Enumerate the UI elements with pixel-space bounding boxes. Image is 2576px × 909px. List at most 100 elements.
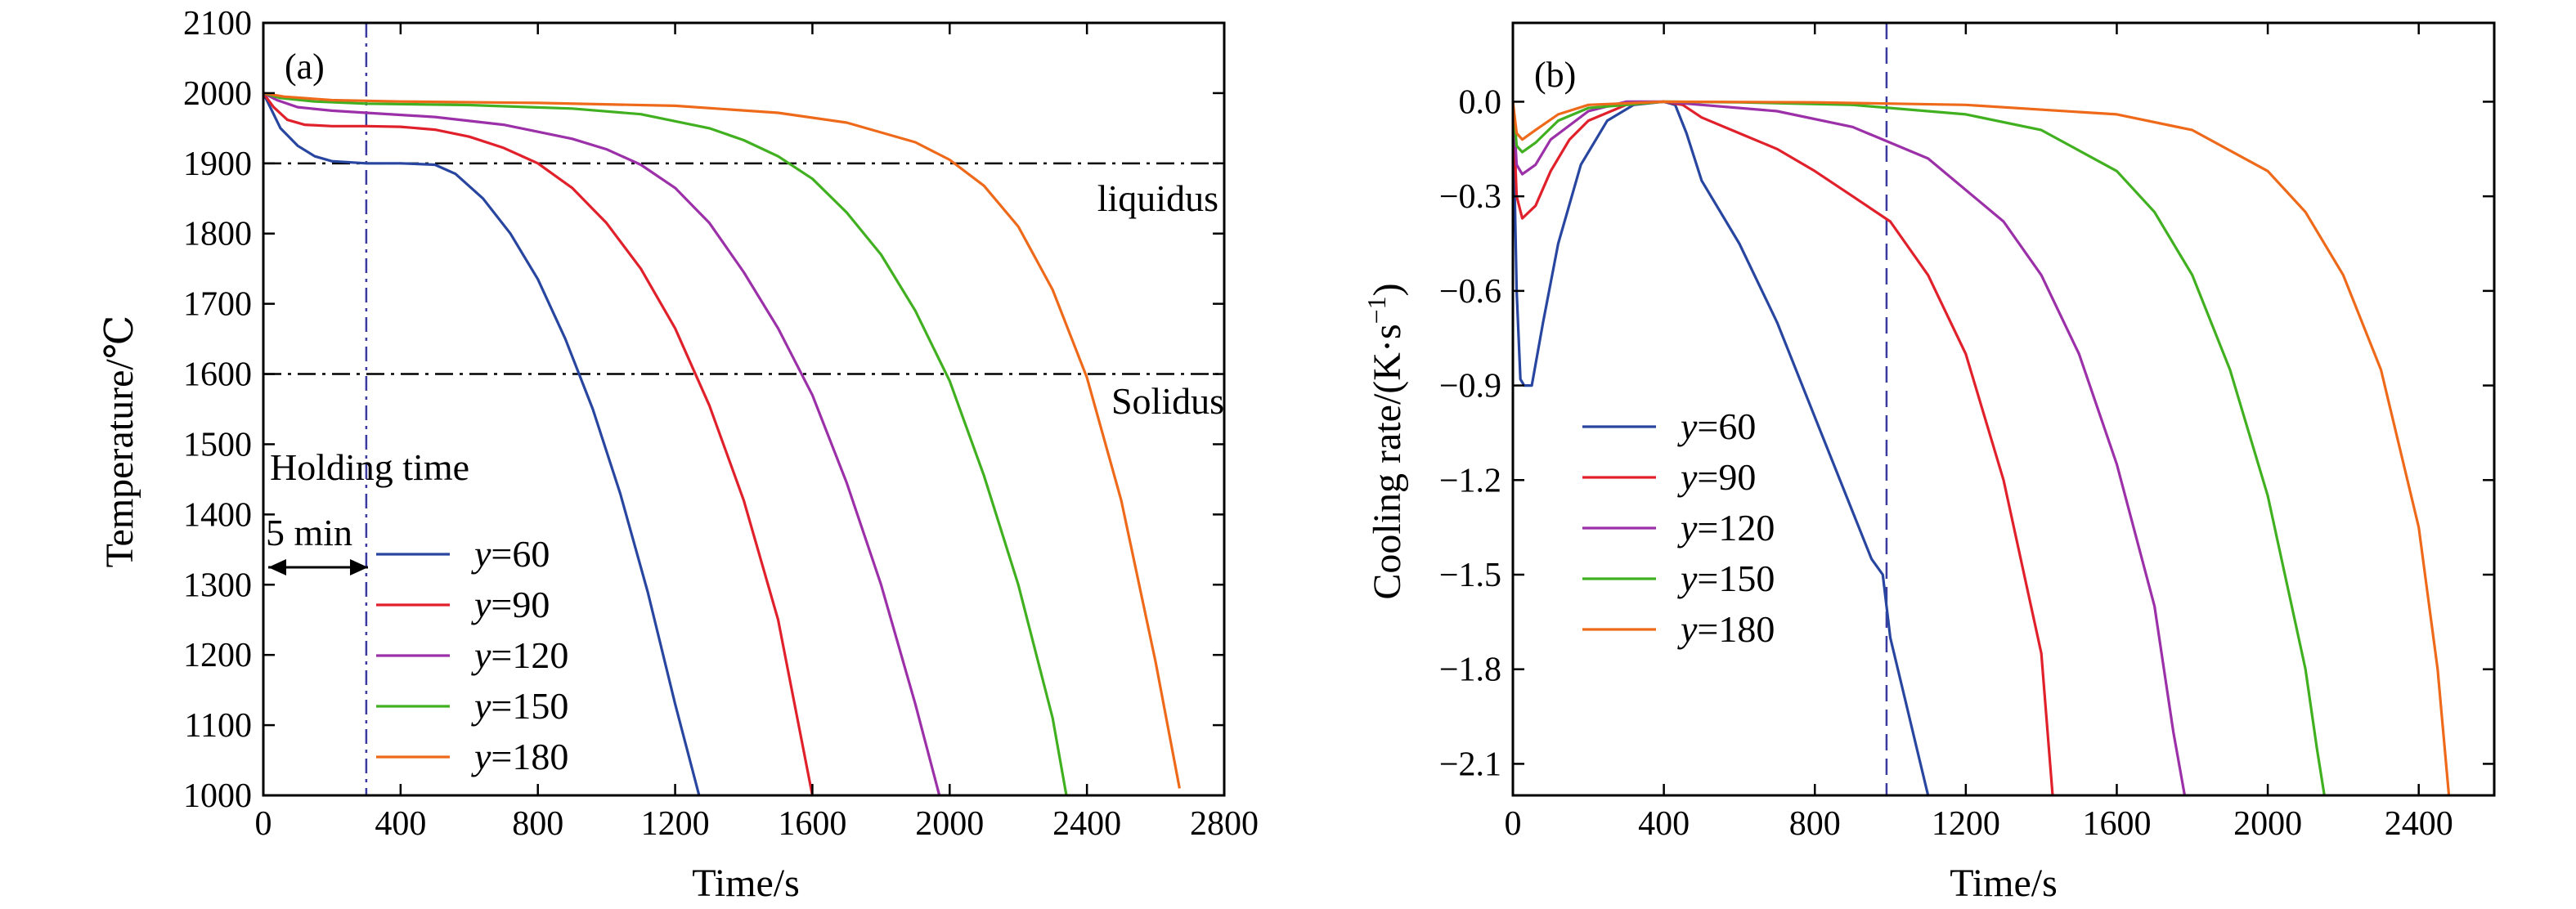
legend-label: y=60 bbox=[1677, 405, 1756, 447]
duration-label: 5 min bbox=[266, 512, 352, 553]
x-tick-label: 1600 bbox=[778, 805, 846, 843]
legend-label-var: y bbox=[1677, 557, 1698, 599]
reference-lines-a bbox=[263, 23, 1224, 795]
series-line-y-90 bbox=[263, 92, 814, 795]
holding-arrow bbox=[268, 559, 368, 575]
legend-label-var: y bbox=[1677, 507, 1698, 549]
legend-label: y=150 bbox=[471, 685, 568, 727]
series-line-y-150 bbox=[1513, 100, 2326, 795]
series-line-y-60 bbox=[263, 92, 701, 795]
legend-label: y=150 bbox=[1677, 557, 1775, 599]
x-axis-label-b: Time/s bbox=[1950, 862, 2058, 905]
x-tick-label: 2400 bbox=[1052, 805, 1121, 843]
legend-label: y=120 bbox=[1677, 507, 1775, 549]
series-group-a bbox=[263, 92, 1181, 795]
legend-label-var: y bbox=[1677, 608, 1698, 650]
y-tick-label: 1000 bbox=[183, 777, 252, 815]
x-tick-label: 1200 bbox=[641, 805, 710, 843]
legend-label-value: =180 bbox=[491, 736, 568, 777]
legend-label-value: =180 bbox=[1697, 608, 1775, 650]
x-tick-label: 400 bbox=[375, 805, 426, 843]
y-axis-label-b: Cooling rate/(K·s−1) bbox=[1362, 283, 1409, 599]
legend-label: y=90 bbox=[471, 584, 550, 625]
x-tick-label: 800 bbox=[512, 805, 563, 843]
solidus-label: Solidus bbox=[1111, 380, 1224, 422]
x-tick-label: 2400 bbox=[2385, 805, 2453, 843]
x-tick-label: 1600 bbox=[2082, 805, 2151, 843]
legend-label-value: =90 bbox=[491, 584, 550, 625]
x-tick-label: 400 bbox=[1638, 805, 1690, 843]
y-tick-label: 1200 bbox=[183, 637, 252, 674]
legend-label-value: =120 bbox=[1697, 507, 1775, 549]
series-line-y-120 bbox=[263, 92, 941, 795]
series-line-y-180 bbox=[263, 92, 1181, 789]
series-line-y-60 bbox=[1513, 100, 1930, 795]
legend-label-value: =150 bbox=[1697, 557, 1775, 599]
y-tick-label: 2100 bbox=[183, 5, 252, 43]
legend-label-value: =120 bbox=[491, 634, 568, 676]
y-axis-label-b-end: ) bbox=[1366, 283, 1409, 296]
legend-label-value: =150 bbox=[491, 685, 568, 727]
panel-a: 0 400 800 1200 1600 2000 2400 2800 1000 1100 1200 1… bbox=[98, 5, 1259, 905]
legend-label: y=180 bbox=[471, 736, 568, 777]
y-tick-label: 1100 bbox=[185, 707, 252, 745]
y-axis-label-b-sup: −1 bbox=[1362, 296, 1391, 324]
legend-label-var: y bbox=[471, 685, 491, 727]
x-tick-label: 2800 bbox=[1190, 805, 1259, 843]
y-tick-label: 2000 bbox=[183, 75, 252, 113]
y-axis-label-b-main: Cooling rate/(K·s bbox=[1366, 324, 1409, 599]
x-tick-label: 2000 bbox=[915, 805, 984, 843]
legend-label: y=60 bbox=[471, 533, 550, 575]
y-tick-label: −2.1 bbox=[1439, 746, 1501, 783]
legend-label: y=90 bbox=[1677, 456, 1756, 498]
x-tick-label: 1200 bbox=[1932, 805, 2000, 843]
y-tick-label: −1.2 bbox=[1439, 462, 1501, 499]
y-tick-label: 1500 bbox=[183, 426, 252, 463]
y-tick-label: −1.8 bbox=[1439, 652, 1501, 689]
series-line-y-180 bbox=[1513, 100, 2451, 795]
series-line-y-150 bbox=[263, 92, 1068, 795]
x-tick-label: 0 bbox=[1505, 805, 1522, 843]
y-tick-label: −0.6 bbox=[1439, 273, 1501, 311]
x-tick-label: 800 bbox=[1789, 805, 1841, 843]
series-line-y-120 bbox=[1513, 100, 2187, 795]
y-tick-label: 1900 bbox=[183, 146, 252, 183]
legend-label-var: y bbox=[1677, 456, 1698, 498]
legend-label-var: y bbox=[471, 634, 491, 676]
plot-frame-b bbox=[1511, 21, 2496, 797]
y-tick-label: 1800 bbox=[183, 216, 252, 253]
series-line-y-90 bbox=[1513, 100, 2054, 795]
legend-label-value: =60 bbox=[1697, 405, 1756, 447]
panel-b: 0 400 800 1200 1600 2000 2400 0.0 −0.3 −0.6 −0.9 −1… bbox=[1362, 21, 2496, 905]
series-group-b bbox=[1513, 100, 2451, 795]
holding-time-label: Holding time bbox=[270, 446, 469, 488]
ticks-b: 0 400 800 1200 1600 2000 2400 0.0 −0.3 −0.6 −0.9 −1… bbox=[1439, 23, 2494, 843]
y-tick-label: −0.9 bbox=[1439, 368, 1501, 405]
plot-frame-a bbox=[262, 21, 1226, 797]
y-tick-label: −0.3 bbox=[1439, 178, 1501, 216]
y-axis-label-a: Temperature/℃ bbox=[98, 316, 141, 568]
ticks-a: 0 400 800 1200 1600 2000 2400 2800 1000 1100 1200 1… bbox=[183, 5, 1259, 843]
y-tick-label: −1.5 bbox=[1439, 557, 1501, 594]
legend-label-value: =60 bbox=[491, 533, 550, 575]
y-tick-label: 0.0 bbox=[1459, 83, 1502, 121]
legend-label-var: y bbox=[471, 736, 491, 777]
y-tick-label: 1300 bbox=[183, 566, 252, 604]
liquidus-label: liquidus bbox=[1097, 177, 1218, 219]
panel-label-b: (b) bbox=[1534, 55, 1576, 95]
legend-label-var: y bbox=[1677, 405, 1698, 447]
legend-label-var: y bbox=[471, 584, 491, 625]
legend-label: y=120 bbox=[471, 634, 568, 676]
panel-label-a: (a) bbox=[285, 47, 325, 87]
y-tick-label: 1700 bbox=[183, 286, 252, 324]
x-tick-label: 0 bbox=[255, 805, 272, 843]
x-tick-label: 2000 bbox=[2233, 805, 2302, 843]
legend-label-value: =90 bbox=[1697, 456, 1756, 498]
y-tick-label: 1600 bbox=[183, 356, 252, 394]
y-tick-label: 1400 bbox=[183, 496, 252, 534]
legend-label-var: y bbox=[471, 533, 491, 575]
legend-label: y=180 bbox=[1677, 608, 1775, 650]
x-axis-label-a: Time/s bbox=[692, 862, 800, 905]
